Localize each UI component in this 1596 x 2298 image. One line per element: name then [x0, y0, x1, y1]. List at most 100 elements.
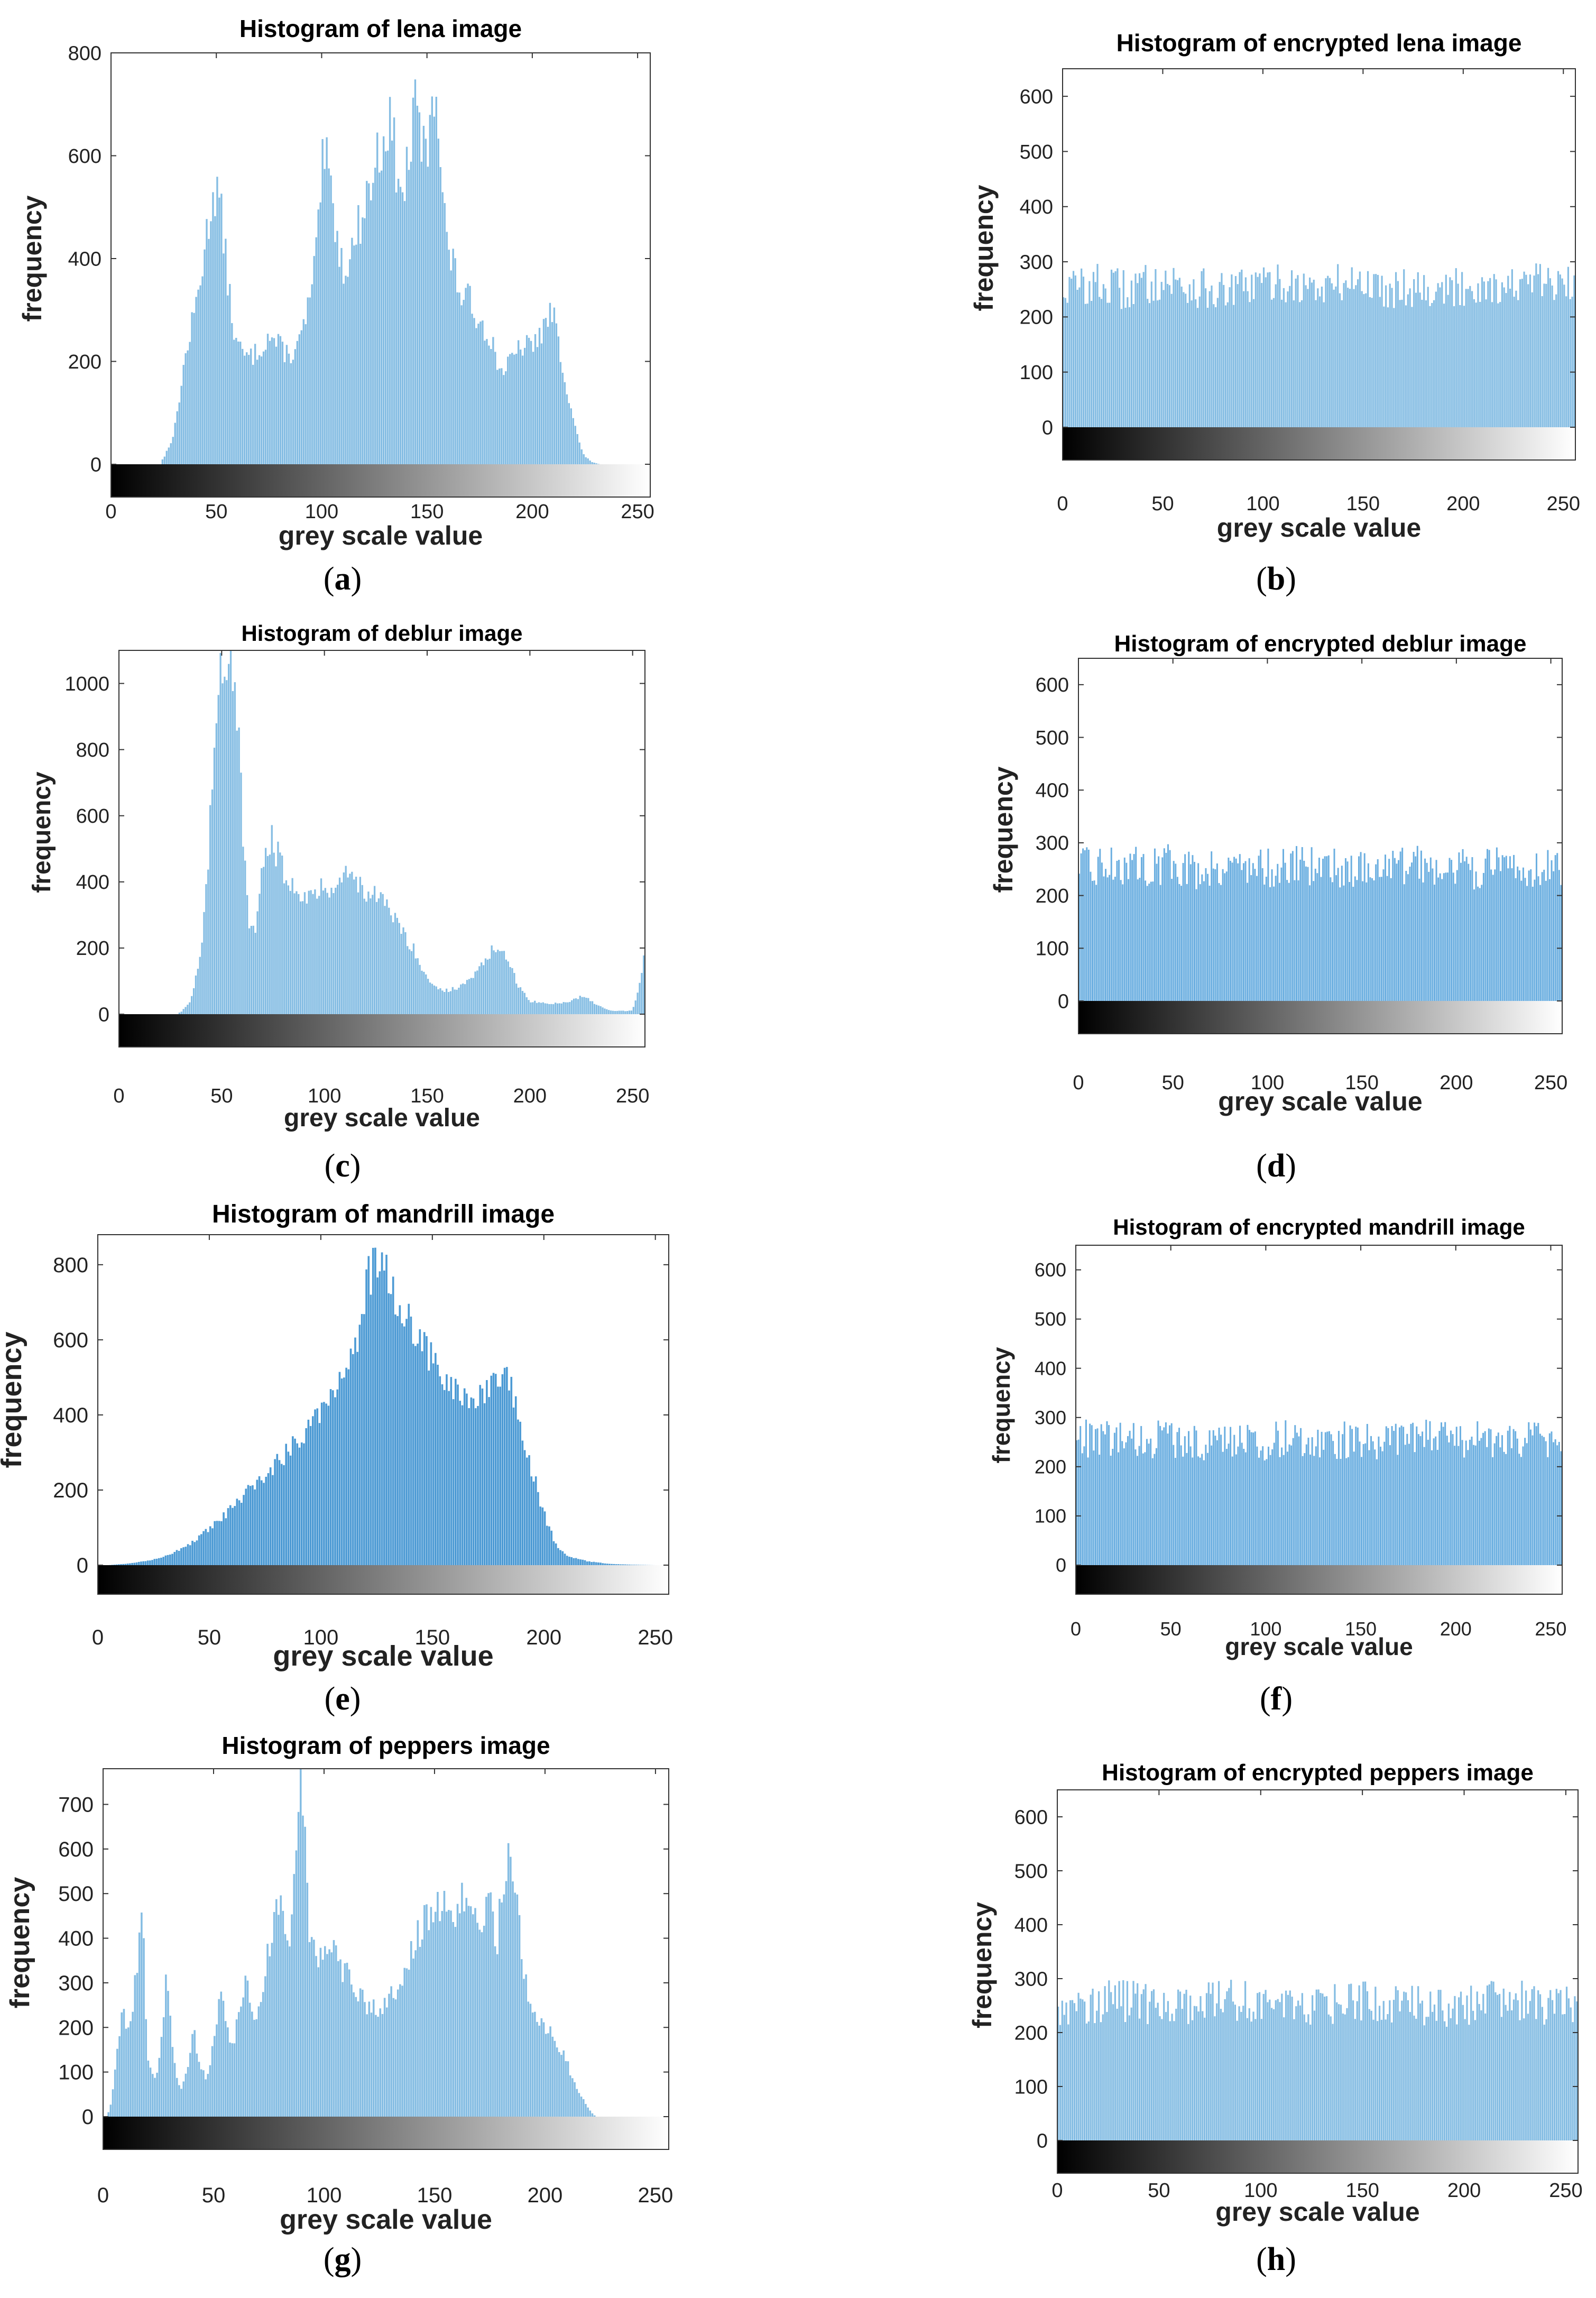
histogram-bar: [410, 161, 412, 464]
histogram-bar: [1275, 2000, 1277, 2140]
histogram-bar: [281, 342, 284, 464]
histogram-bar: [1437, 1990, 1440, 2140]
histogram-bar: [490, 1892, 492, 2117]
histogram-bar: [554, 1003, 557, 1014]
x-tick-label: 100: [308, 1085, 341, 1107]
y-tick-label: 200: [76, 937, 109, 960]
histogram-bar: [213, 2036, 216, 2117]
histogram-bar: [1443, 304, 1445, 427]
histogram-bar: [546, 1525, 548, 1565]
histogram-bar: [323, 1402, 325, 1565]
histogram-bar: [397, 179, 400, 464]
histogram-bar: [1417, 1986, 1419, 2140]
histogram-bar: [1363, 853, 1366, 1001]
histogram-bar: [441, 192, 444, 464]
y-tick-label: 0: [1037, 2130, 1048, 2152]
histogram-bar: [435, 1353, 437, 1565]
histogram-bar: [400, 934, 402, 1014]
x-tick-label: 250: [1547, 493, 1580, 515]
histogram-bar: [1399, 2011, 1401, 2140]
histogram-bar: [1100, 1424, 1102, 1565]
histogram-bar: [1169, 1425, 1171, 1565]
histogram-bar: [1212, 868, 1214, 1001]
histogram-bar: [1217, 1981, 1220, 2140]
histogram-bar: [1229, 860, 1231, 1001]
histogram-bar: [399, 1984, 401, 2117]
histogram-bar: [203, 912, 205, 1014]
histogram-bar: [220, 1521, 223, 1565]
histogram-bar: [1387, 307, 1389, 427]
histogram-bar: [1472, 2010, 1474, 2140]
histogram-bar: [408, 1970, 410, 2117]
histogram-bar: [1228, 857, 1230, 1001]
histogram-bar: [1304, 1453, 1306, 1565]
histogram-bar: [1110, 847, 1112, 1001]
histogram-bar: [164, 1555, 167, 1565]
histogram-bar: [1281, 299, 1283, 427]
histogram-bar: [1229, 287, 1231, 427]
histogram-bar: [1307, 1437, 1309, 1565]
histogram-bar: [1554, 1439, 1556, 1565]
histogram-bar: [481, 1388, 484, 1565]
histogram-bar: [264, 350, 267, 464]
histogram-bar: [1499, 302, 1501, 427]
histogram-bar: [1551, 2000, 1554, 2140]
histogram-bar: [386, 2007, 388, 2117]
histogram-bar: [1397, 1990, 1399, 2140]
histogram-bar: [1445, 274, 1447, 427]
histogram-bar: [1203, 268, 1205, 427]
histogram-bar: [298, 1447, 301, 1565]
histogram-bar: [1537, 876, 1539, 1001]
histogram-bar: [519, 350, 522, 464]
histogram-bar: [618, 1010, 620, 1014]
histogram-bar: [1178, 884, 1180, 1001]
histogram-bar: [452, 1399, 455, 1565]
histogram-bar: [1163, 290, 1165, 427]
histogram-bar: [593, 2115, 596, 2117]
histogram-bar: [643, 955, 645, 1014]
histogram-bar: [1370, 2010, 1372, 2140]
histogram-bar: [319, 202, 321, 464]
histogram-bar: [1398, 1427, 1400, 1565]
histogram-bar: [418, 112, 421, 465]
histogram-bar: [1482, 872, 1484, 1001]
histogram-bar: [1114, 877, 1116, 1001]
histogram-bar: [507, 356, 509, 464]
histogram-bar: [1234, 2005, 1236, 2140]
histogram-bar: [292, 360, 294, 464]
histogram-bar: [1171, 2014, 1173, 2140]
histogram-bar: [208, 238, 210, 464]
histogram-bar: [1337, 2004, 1340, 2140]
histogram-bar: [306, 1882, 309, 2117]
histogram-bar: [1299, 859, 1302, 1001]
histogram-bar: [1237, 863, 1239, 1001]
histogram-bar: [494, 1374, 497, 1565]
histogram-bar: [1313, 881, 1315, 1001]
histogram-bar: [559, 1550, 561, 1565]
histogram-bar: [1395, 1423, 1397, 1565]
histogram-bar: [1449, 277, 1451, 427]
histogram-bar: [1404, 1445, 1406, 1565]
histogram-bar: [1228, 1444, 1230, 1565]
histogram-bar: [287, 1451, 290, 1565]
histogram-bar: [316, 1408, 319, 1565]
histogram-bar: [1259, 273, 1261, 427]
histogram-bar: [1435, 291, 1437, 427]
histogram-bar: [1110, 1455, 1112, 1565]
histogram-bar: [169, 1554, 171, 1565]
histogram-bar: [1191, 300, 1193, 427]
histogram-bar: [259, 894, 261, 1014]
histogram-bar: [503, 951, 505, 1014]
histogram-bar: [1462, 849, 1464, 1001]
histogram-bar: [507, 961, 509, 1014]
histogram-bar: [566, 394, 568, 464]
histogram-bar: [1453, 306, 1455, 427]
histogram-bar: [1418, 878, 1420, 1001]
histogram-bar: [269, 1956, 271, 2117]
histogram-bar: [1080, 1426, 1082, 1565]
histogram-bar: [1214, 2016, 1216, 2140]
histogram-bar: [1163, 848, 1165, 1001]
histogram-bar: [1464, 861, 1466, 1001]
histogram-bar: [396, 1316, 399, 1565]
